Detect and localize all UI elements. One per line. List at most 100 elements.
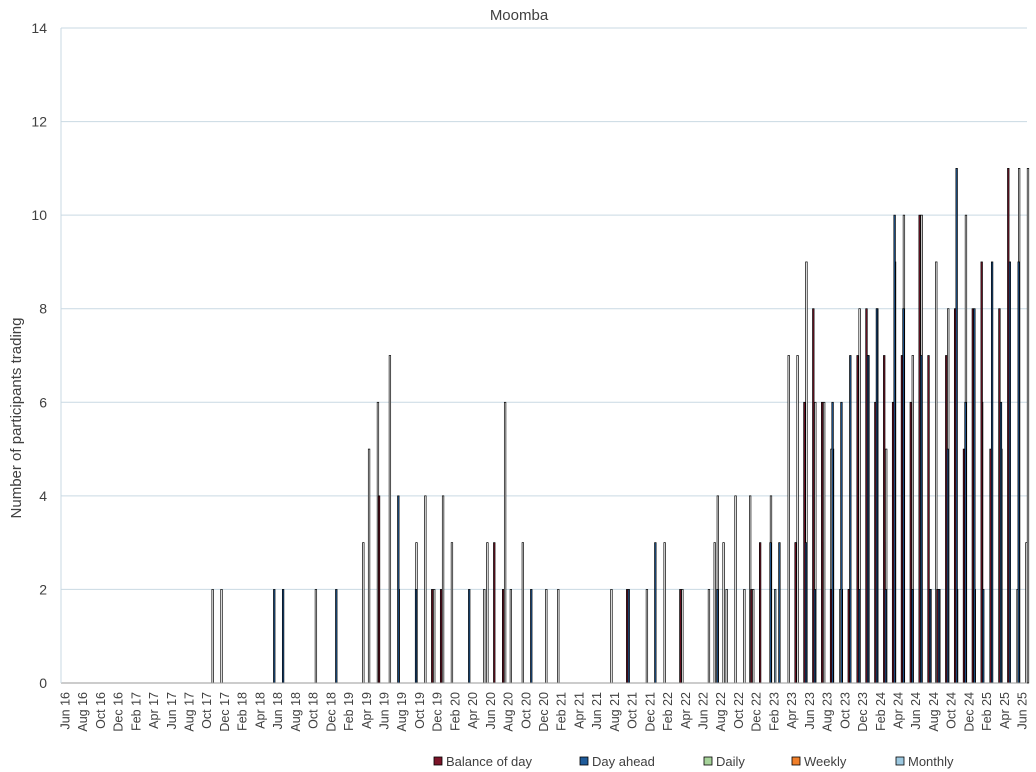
bar <box>823 401 826 684</box>
bar <box>999 401 1003 684</box>
y-axis-label: Number of participants trading <box>8 318 25 519</box>
bar <box>759 542 762 684</box>
bar <box>902 308 905 684</box>
bar <box>1026 168 1030 684</box>
x-tick-label: Jun 16 <box>58 692 72 730</box>
bar <box>955 168 958 684</box>
x-tick-label: Jun 20 <box>484 692 498 730</box>
x-tick-label: Jun 24 <box>909 692 923 730</box>
x-tick-label: Jun 18 <box>271 692 285 730</box>
bar <box>920 355 923 684</box>
x-tick-label: Feb 17 <box>129 692 143 731</box>
bar <box>946 448 949 684</box>
bar <box>884 589 887 684</box>
x-tick-label: Oct 18 <box>307 692 321 729</box>
bar <box>431 589 434 684</box>
bar <box>220 589 223 684</box>
x-tick-label: Aug 17 <box>183 692 197 732</box>
bar <box>414 589 418 684</box>
bar <box>716 589 719 684</box>
x-tick-label: Apr 21 <box>572 692 586 729</box>
bar <box>281 589 285 684</box>
legend-label: Day ahead <box>592 754 655 769</box>
bar <box>362 542 365 684</box>
bar <box>928 589 932 684</box>
x-tick-label: Jun 22 <box>697 692 711 730</box>
bar <box>273 589 276 684</box>
bar <box>521 542 524 684</box>
bar <box>439 589 443 684</box>
x-tick-label: Feb 23 <box>767 692 781 731</box>
x-tick-label: Jun 23 <box>803 692 817 730</box>
bar <box>752 589 755 684</box>
x-tick-label: Apr 18 <box>253 692 267 729</box>
legend-swatch <box>791 756 801 766</box>
bar <box>804 542 808 684</box>
x-tick-label: Oct 22 <box>732 692 746 729</box>
y-axis-ticks: 0 2 4 6 8 10 12 14 <box>31 20 47 691</box>
bar <box>1017 261 1020 684</box>
x-tick-label: Aug 18 <box>289 692 303 732</box>
bars <box>211 168 1030 684</box>
bar <box>397 495 400 684</box>
bar <box>713 542 716 684</box>
bar <box>875 308 879 684</box>
bar <box>367 448 371 684</box>
bar <box>681 589 684 684</box>
y-tick-label: 10 <box>31 207 47 223</box>
legend-swatch <box>579 756 589 766</box>
x-tick-label: Dec 21 <box>643 692 657 732</box>
bar <box>743 589 746 684</box>
bar <box>388 355 392 684</box>
x-tick-label: Apr 22 <box>679 692 693 729</box>
bar <box>557 589 560 684</box>
bar <box>794 542 797 684</box>
bar <box>831 401 834 684</box>
x-tick-label: Oct 21 <box>626 692 640 729</box>
bar <box>911 589 914 684</box>
bar <box>433 589 436 684</box>
bar <box>821 401 824 684</box>
x-tick-label: Feb 20 <box>448 692 462 731</box>
bar <box>424 495 427 684</box>
y-tick-label: 8 <box>39 301 47 317</box>
bar <box>973 308 976 684</box>
legend: Balance of day Day ahead Daily Weekly Monthl… <box>433 754 954 769</box>
x-tick-label: Dec 19 <box>431 692 445 732</box>
bar <box>964 401 967 684</box>
bar <box>486 542 489 684</box>
bar <box>769 542 772 684</box>
bar <box>734 495 737 684</box>
x-tick-label: Aug 19 <box>395 692 409 732</box>
bar <box>530 589 533 684</box>
bar <box>483 589 486 684</box>
y-tick-label: 0 <box>39 675 47 691</box>
bar <box>502 589 505 684</box>
bar <box>335 589 338 684</box>
bar <box>645 589 649 684</box>
x-tick-label: Apr 20 <box>466 692 480 729</box>
x-tick-label: Feb 19 <box>342 692 356 731</box>
bar <box>503 401 507 684</box>
bar <box>796 355 799 684</box>
bar <box>509 589 513 684</box>
bar <box>679 589 682 684</box>
legend-label: Balance of day <box>446 754 533 769</box>
legend-swatch <box>433 756 443 766</box>
x-tick-label: Feb 18 <box>236 692 250 731</box>
x-tick-label: Oct 19 <box>413 692 427 729</box>
bar <box>990 261 994 684</box>
x-tick-label: Oct 20 <box>519 692 533 729</box>
bar <box>778 542 781 684</box>
bar <box>849 355 852 684</box>
bar <box>813 589 816 684</box>
gridlines <box>61 27 1027 590</box>
x-tick-label: Aug 20 <box>502 692 516 732</box>
x-tick-label: Jun 17 <box>165 692 179 730</box>
x-tick-label: Aug 24 <box>927 692 941 732</box>
x-tick-label: Apr 25 <box>998 692 1012 729</box>
x-tick-label: Dec 17 <box>218 692 232 732</box>
bar <box>858 589 861 684</box>
x-tick-label: Oct 16 <box>94 692 108 729</box>
x-tick-label: Jun 25 <box>1016 692 1030 730</box>
